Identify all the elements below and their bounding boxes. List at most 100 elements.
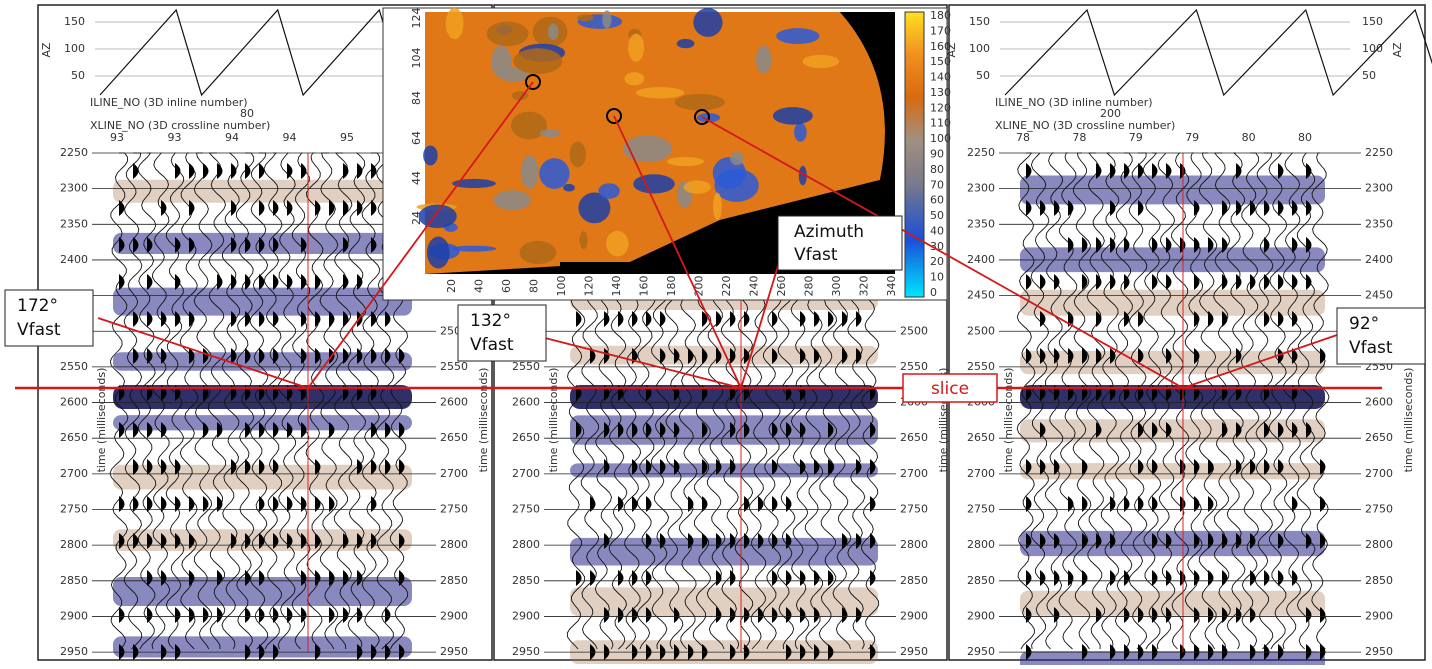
map-x-tick-label: 280 — [803, 276, 816, 297]
time-tick-label: 2850 — [440, 574, 468, 587]
xline-tick-label: 78 — [1016, 131, 1030, 144]
colorbar-tick-label: 50 — [930, 209, 944, 222]
azimuth-box — [777, 215, 903, 271]
trace-peak — [259, 422, 265, 438]
map-patch — [577, 14, 594, 22]
trace-peak — [1068, 496, 1074, 512]
trace-peak — [147, 607, 153, 623]
trace-peak — [632, 422, 638, 438]
map-x-tick-label: 200 — [693, 276, 706, 297]
trace-peak — [1236, 607, 1242, 623]
map-patch — [486, 21, 529, 47]
trace-peak — [343, 274, 349, 290]
trace-peak — [1138, 163, 1144, 179]
time-tick-label: 2550 — [440, 360, 468, 373]
trace-peak — [371, 237, 377, 253]
map-patch — [418, 204, 457, 229]
trace-peak — [329, 607, 335, 623]
trace-peak — [800, 459, 806, 475]
time-tick-label: 2700 — [60, 467, 88, 480]
map-patch — [794, 122, 807, 142]
trace-peak — [175, 274, 181, 290]
trace-peak — [147, 422, 153, 438]
trace-peak — [203, 496, 209, 512]
trace-peak — [259, 570, 265, 586]
trace-peak — [119, 422, 125, 438]
xline-tick-label: 80 — [1298, 131, 1312, 144]
time-tick-label: 2850 — [900, 574, 928, 587]
map-patch — [674, 94, 725, 111]
time-tick-label: 2750 — [60, 503, 88, 516]
trace — [123, 152, 143, 650]
trace-peak — [343, 607, 349, 623]
time-tick-label: 2400 — [60, 253, 88, 266]
trace-peak — [1054, 607, 1060, 623]
map-patch — [519, 240, 557, 265]
map-x-tick-label: 220 — [720, 276, 733, 297]
trace-peak — [716, 459, 722, 475]
time-tick-label: 2500 — [900, 324, 928, 337]
trace-peak — [245, 163, 251, 179]
trace-peak — [856, 348, 862, 364]
colorbar-tick-label: 140 — [930, 71, 951, 84]
trace-peak — [259, 237, 265, 253]
trace-peak — [301, 311, 307, 327]
trace-peak — [604, 348, 610, 364]
trace — [1254, 152, 1274, 650]
trace-peak — [772, 607, 778, 623]
trace-peak — [1096, 274, 1102, 290]
trace-peak — [189, 607, 195, 623]
map-y-tick-label: 64 — [410, 131, 423, 145]
trace-peak — [1320, 459, 1326, 475]
time-tick-label: 2350 — [967, 217, 995, 230]
time-tick-label: 2800 — [440, 538, 468, 551]
time-tick-label: 2700 — [440, 467, 468, 480]
trace-peak — [1040, 422, 1046, 438]
trace-peak — [189, 496, 195, 512]
trace — [193, 152, 213, 650]
map-x-tick-label: 160 — [638, 276, 651, 297]
trace-peak — [800, 570, 806, 586]
trace-peak — [1082, 496, 1088, 512]
map-x-tick-label: 60 — [500, 279, 513, 293]
amplitude-band — [113, 464, 412, 490]
trace-peak — [301, 274, 307, 290]
trace-peak — [175, 459, 181, 475]
trace-peak — [786, 607, 792, 623]
trace-peak — [231, 311, 237, 327]
trace-peak — [119, 607, 125, 623]
trace-peak — [1138, 348, 1144, 364]
trace-peak — [688, 348, 694, 364]
trace-peak — [1194, 607, 1200, 623]
trace-peak — [632, 607, 638, 623]
trace-peak — [147, 570, 153, 586]
callout-box — [4, 289, 94, 347]
map-patch — [730, 151, 744, 166]
trace-peak — [702, 459, 708, 475]
trace-peak — [1096, 422, 1102, 438]
trace-peak — [1208, 496, 1214, 512]
trace-peak — [646, 607, 652, 623]
trace-peak — [245, 459, 251, 475]
callout-label: Vfast — [17, 320, 61, 340]
trace-peak — [1250, 459, 1256, 475]
trace-peak — [1040, 570, 1046, 586]
trace-peak — [147, 311, 153, 327]
map-patch — [579, 231, 588, 250]
time-tick-label: 2300 — [967, 182, 995, 195]
colorbar-tick-label: 70 — [930, 178, 944, 191]
trace-peak — [1236, 348, 1242, 364]
trace-peak — [716, 311, 722, 327]
az-tick-label: 50 — [1362, 69, 1376, 82]
az-tick-label: 100 — [969, 42, 990, 55]
az-tick-label: 150 — [64, 15, 85, 28]
trace-peak — [1194, 348, 1200, 364]
trace-peak — [273, 311, 279, 327]
trace-peak — [842, 311, 848, 327]
time-tick-label: 2500 — [967, 324, 995, 337]
trace-peak — [814, 459, 820, 475]
trace-peak — [1138, 607, 1144, 623]
trace-peak — [1026, 607, 1032, 623]
map-x-tick-label: 300 — [830, 276, 843, 297]
